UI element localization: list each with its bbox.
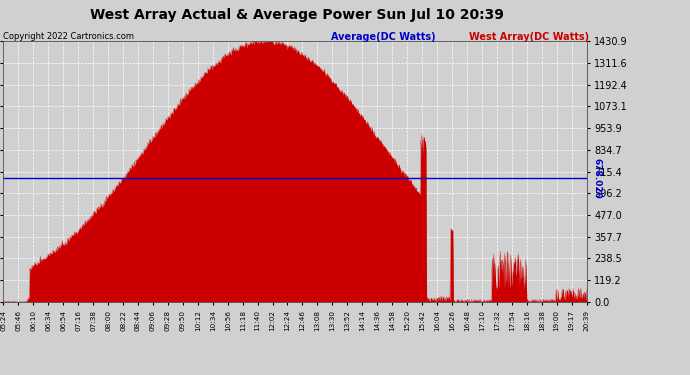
Text: Average(DC Watts): Average(DC Watts) [331,32,436,42]
Text: West Array(DC Watts): West Array(DC Watts) [469,32,589,42]
Text: 678.020: 678.020 [592,158,601,199]
Text: Copyright 2022 Cartronics.com: Copyright 2022 Cartronics.com [3,32,135,41]
Text: West Array Actual & Average Power Sun Jul 10 20:39: West Array Actual & Average Power Sun Ju… [90,8,504,21]
